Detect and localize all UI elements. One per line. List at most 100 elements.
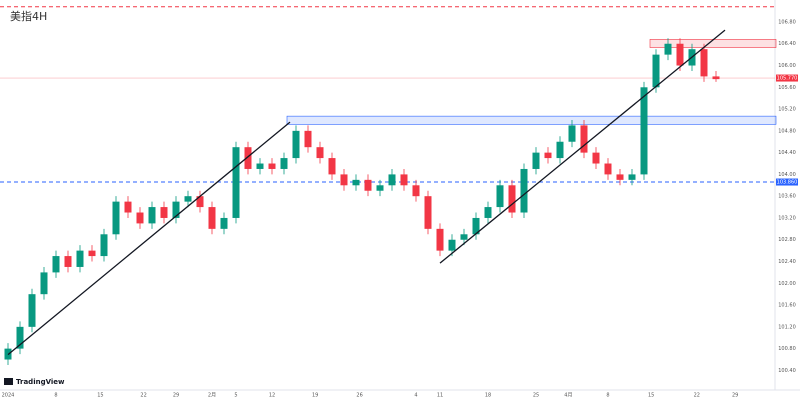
x-tick-label: 15: [648, 393, 654, 399]
candle-body: [268, 163, 276, 169]
level-label-box: [776, 178, 798, 186]
candle-body: [244, 147, 252, 169]
candle-body: [436, 228, 444, 251]
level-label: 103.860: [777, 180, 798, 186]
candle-body: [664, 43, 672, 55]
y-tick-label: 101.60: [778, 303, 796, 309]
candle-body: [712, 76, 720, 80]
candle-body: [568, 125, 576, 142]
level-label: 105.770: [777, 76, 798, 82]
level-label-box: [776, 74, 798, 82]
x-tick-label: 26: [356, 393, 362, 399]
candle-body: [628, 174, 636, 180]
candle-body: [340, 174, 348, 186]
candle-body: [400, 174, 408, 186]
y-tick-label: 106.40: [778, 41, 796, 47]
y-tick-label: 105.20: [778, 107, 796, 113]
x-tick-label: 15: [97, 393, 103, 399]
candle-body: [208, 207, 216, 229]
candle-body: [280, 158, 288, 169]
y-tick-label: 106.80: [778, 19, 796, 25]
candle-body: [532, 152, 540, 169]
candle-body: [52, 256, 60, 273]
candle-body: [364, 179, 372, 191]
x-tick-label: 25: [533, 393, 539, 399]
y-tick-label: 104.00: [778, 172, 796, 178]
x-tick-label: 2024: [2, 393, 15, 399]
x-tick-label: 5: [234, 393, 237, 399]
candle-body: [112, 201, 120, 235]
candle-body: [148, 207, 156, 224]
zone: [286, 115, 777, 125]
candle-body: [496, 185, 504, 208]
x-tick-label: 11: [437, 393, 443, 399]
candle-body: [28, 294, 36, 327]
y-tick-label: 106.00: [778, 63, 796, 69]
candle-body: [124, 201, 132, 213]
candle-body: [220, 217, 228, 229]
x-tick-label: 19: [312, 393, 318, 399]
candle-body: [352, 179, 360, 186]
y-tick-label: 100.80: [778, 346, 796, 352]
candle-body: [172, 201, 180, 218]
candle-body: [448, 239, 456, 251]
candle-body: [388, 174, 396, 186]
y-tick-label: 100.40: [778, 368, 796, 374]
candle-body: [592, 152, 600, 164]
candle-body: [484, 207, 492, 218]
x-tick-label: 12: [269, 393, 275, 399]
candle-body: [460, 234, 468, 240]
candle-body: [640, 87, 648, 175]
y-tick-label: 103.20: [778, 215, 796, 221]
candle-body: [160, 207, 168, 218]
candle-body: [412, 185, 420, 197]
candle-body: [616, 174, 624, 180]
candle-body: [328, 158, 336, 175]
y-tick-label: 102.80: [778, 237, 796, 243]
candle-body: [16, 326, 24, 349]
x-tick-label: 2月: [208, 393, 216, 399]
candle-body: [604, 163, 612, 175]
x-tick-label: 29: [173, 393, 179, 399]
x-tick-label: 29: [732, 393, 738, 399]
candle-body: [88, 250, 96, 257]
y-tick-label: 102.00: [778, 281, 796, 287]
candle-body: [76, 250, 84, 267]
x-tick-label: 8: [54, 393, 57, 399]
candle-body: [376, 185, 384, 191]
y-tick-label: 103.60: [778, 194, 796, 200]
y-tick-label: 101.20: [778, 324, 796, 330]
candle-body: [472, 217, 480, 235]
brand: TradingView: [16, 378, 65, 386]
x-tick-label: 18: [485, 393, 491, 399]
y-tick-label: 104.40: [778, 150, 796, 156]
candle-body: [184, 196, 192, 202]
candle-body: [520, 168, 528, 213]
x-tick-label: 22: [694, 393, 700, 399]
x-tick-label: 4月: [564, 393, 572, 399]
trendline: [7, 121, 291, 356]
candle-body: [544, 152, 552, 159]
candle-body: [196, 196, 204, 208]
candle-body: [424, 196, 432, 229]
candle-body: [556, 141, 564, 159]
candle-body: [232, 147, 240, 218]
chart-title: 美指4H: [10, 9, 47, 23]
candle-body: [508, 185, 516, 213]
x-tick-label: 8: [606, 393, 609, 399]
candle-body: [64, 256, 72, 267]
y-tick-label: 105.60: [778, 85, 796, 91]
x-tick-label: 22: [140, 393, 146, 399]
candle-body: [100, 234, 108, 257]
brand-logo: [4, 378, 13, 385]
candle-body: [580, 125, 588, 153]
candle-body: [676, 43, 684, 66]
y-tick-label: 102.40: [778, 259, 796, 265]
candle-body: [256, 163, 264, 169]
candle-body: [652, 54, 660, 88]
candle-body: [316, 147, 324, 159]
candle-body: [700, 49, 708, 77]
y-tick-label: 104.80: [778, 128, 796, 134]
candle-body: [304, 130, 312, 148]
